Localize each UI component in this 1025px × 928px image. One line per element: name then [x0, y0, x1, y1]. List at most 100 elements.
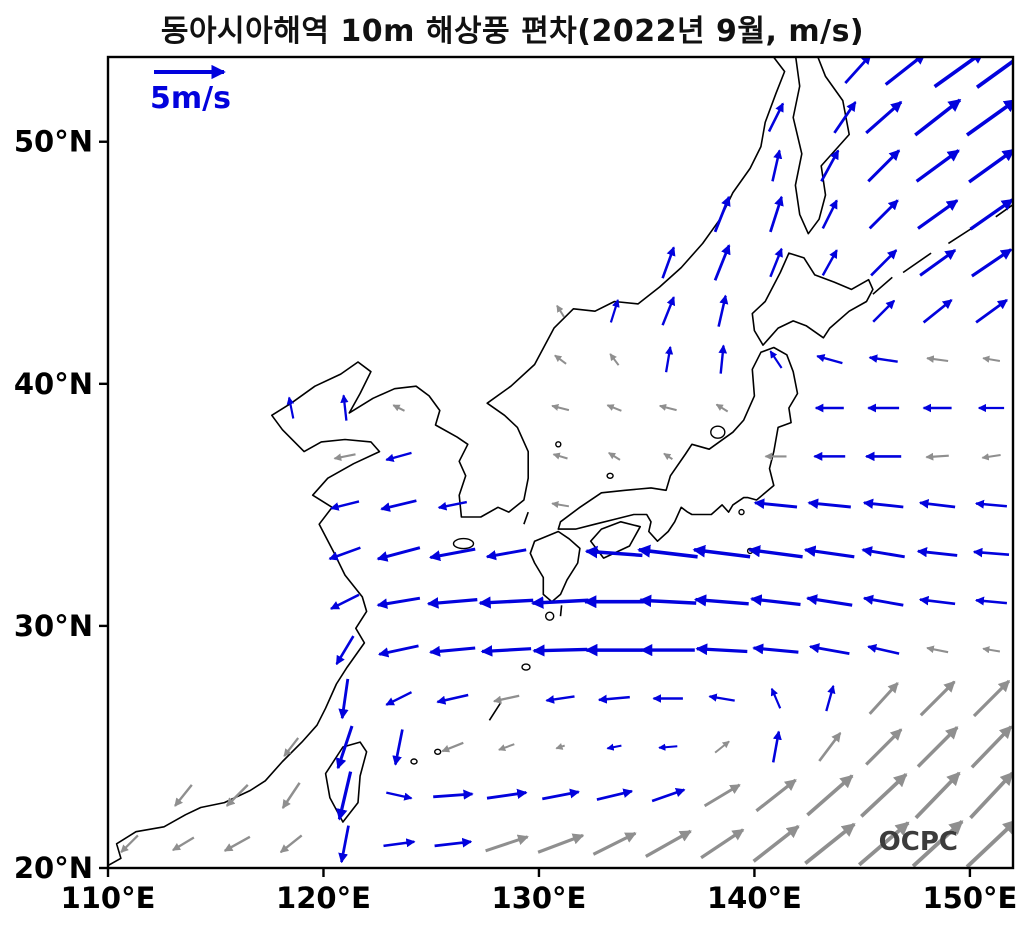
y-tick-label: 30°N	[14, 609, 93, 643]
wind-vector	[703, 783, 741, 808]
wind-vector	[868, 682, 899, 715]
coastline	[108, 57, 786, 867]
watermark-label: OCPC	[879, 827, 958, 857]
wind-vector	[916, 726, 959, 768]
wind-vector	[982, 355, 1001, 363]
wind-vector	[551, 403, 570, 412]
coastline-layer	[108, 57, 1013, 867]
wind-vector	[867, 149, 901, 183]
wind-vector	[808, 643, 850, 656]
wind-vector	[974, 499, 1008, 509]
wind-vector	[769, 350, 783, 369]
wind-vector	[884, 57, 927, 86]
wind-vector	[480, 645, 532, 657]
wind-vector	[498, 743, 515, 752]
wind-vector	[868, 354, 898, 363]
wind-vector	[818, 732, 842, 762]
wind-vector	[975, 298, 1008, 324]
wind-vector	[752, 643, 799, 655]
wind-vector	[556, 304, 565, 318]
wind-vector	[335, 725, 354, 770]
plot-frame	[106, 55, 1015, 870]
wind-vector	[767, 102, 785, 133]
axes-layer: 110°E 120°E 130°E 140°E 150°E 20°N 30°N 40°N 50°…	[14, 125, 1017, 915]
wind-vector	[328, 546, 361, 561]
coastline	[751, 252, 874, 346]
wind-vector	[376, 546, 421, 562]
wind-vector	[769, 195, 784, 233]
wind-vector	[283, 737, 300, 757]
wind-vector	[120, 834, 139, 853]
x-tick-label: 150°E	[922, 881, 1017, 915]
wind-vector	[542, 788, 580, 801]
wind-vector	[981, 453, 1001, 461]
wind-vector	[771, 730, 782, 763]
wind-vector	[857, 821, 910, 867]
wind-vector	[537, 833, 585, 854]
wind-vector	[429, 645, 476, 657]
y-tick-label: 40°N	[14, 367, 93, 401]
wind-vector	[713, 195, 731, 233]
y-tick-label: 20°N	[14, 851, 93, 885]
wind-vector	[972, 547, 1010, 558]
wind-vector	[596, 788, 634, 801]
wind-vector	[820, 149, 840, 182]
wind-vector	[426, 597, 478, 609]
wind-vector	[584, 545, 643, 559]
wind-vector	[286, 396, 295, 419]
wind-vector	[340, 394, 349, 421]
wind-vector	[925, 452, 949, 461]
wind-vector	[970, 725, 1013, 769]
wind-vector	[441, 741, 464, 753]
wind-vector	[816, 354, 843, 365]
wind-vector	[965, 819, 1013, 868]
wind-vector	[717, 294, 729, 327]
wind-vector	[770, 687, 782, 709]
wind-vector	[821, 199, 838, 229]
wind-vector	[870, 249, 898, 277]
wind-vector	[911, 819, 964, 868]
wind-vector	[492, 694, 520, 704]
wind-vector	[225, 784, 249, 807]
wind-vector	[844, 57, 872, 85]
wind-vector	[804, 822, 856, 865]
wind-vector	[661, 296, 676, 326]
wind-vector-layer	[120, 57, 1013, 868]
wind-vector	[338, 825, 350, 864]
wind-vector	[637, 544, 698, 559]
wind-vector	[338, 678, 350, 720]
wind-vector	[807, 498, 851, 510]
wind-vector	[383, 838, 416, 848]
wind-vector	[661, 246, 676, 279]
wind-vector	[862, 594, 904, 607]
wind-vector	[821, 249, 838, 276]
wind-vector	[868, 199, 899, 230]
wind-vector	[333, 453, 356, 461]
island-outline	[606, 472, 614, 479]
wind-vector	[658, 743, 678, 751]
wind-vector	[914, 98, 962, 137]
wind-vector	[638, 594, 697, 608]
coastline	[792, 57, 850, 235]
coastline	[589, 521, 641, 559]
wind-vector	[982, 646, 1001, 654]
coastline	[559, 605, 563, 617]
island-outline	[710, 425, 726, 439]
wind-vector	[597, 694, 630, 704]
wind-vector	[861, 546, 905, 559]
wind-vector	[223, 835, 251, 852]
wind-vector	[551, 500, 570, 509]
wind-vector	[862, 498, 904, 509]
wind-vector	[692, 544, 751, 559]
wind-vector	[752, 824, 800, 863]
wind-vector	[700, 828, 745, 860]
wind-vector	[172, 836, 195, 852]
island-outline	[545, 611, 555, 621]
wind-vector	[922, 298, 953, 324]
coastline	[872, 276, 893, 295]
wind-vector	[329, 593, 360, 610]
wind-vector	[644, 829, 692, 858]
wind-vector	[718, 344, 728, 374]
